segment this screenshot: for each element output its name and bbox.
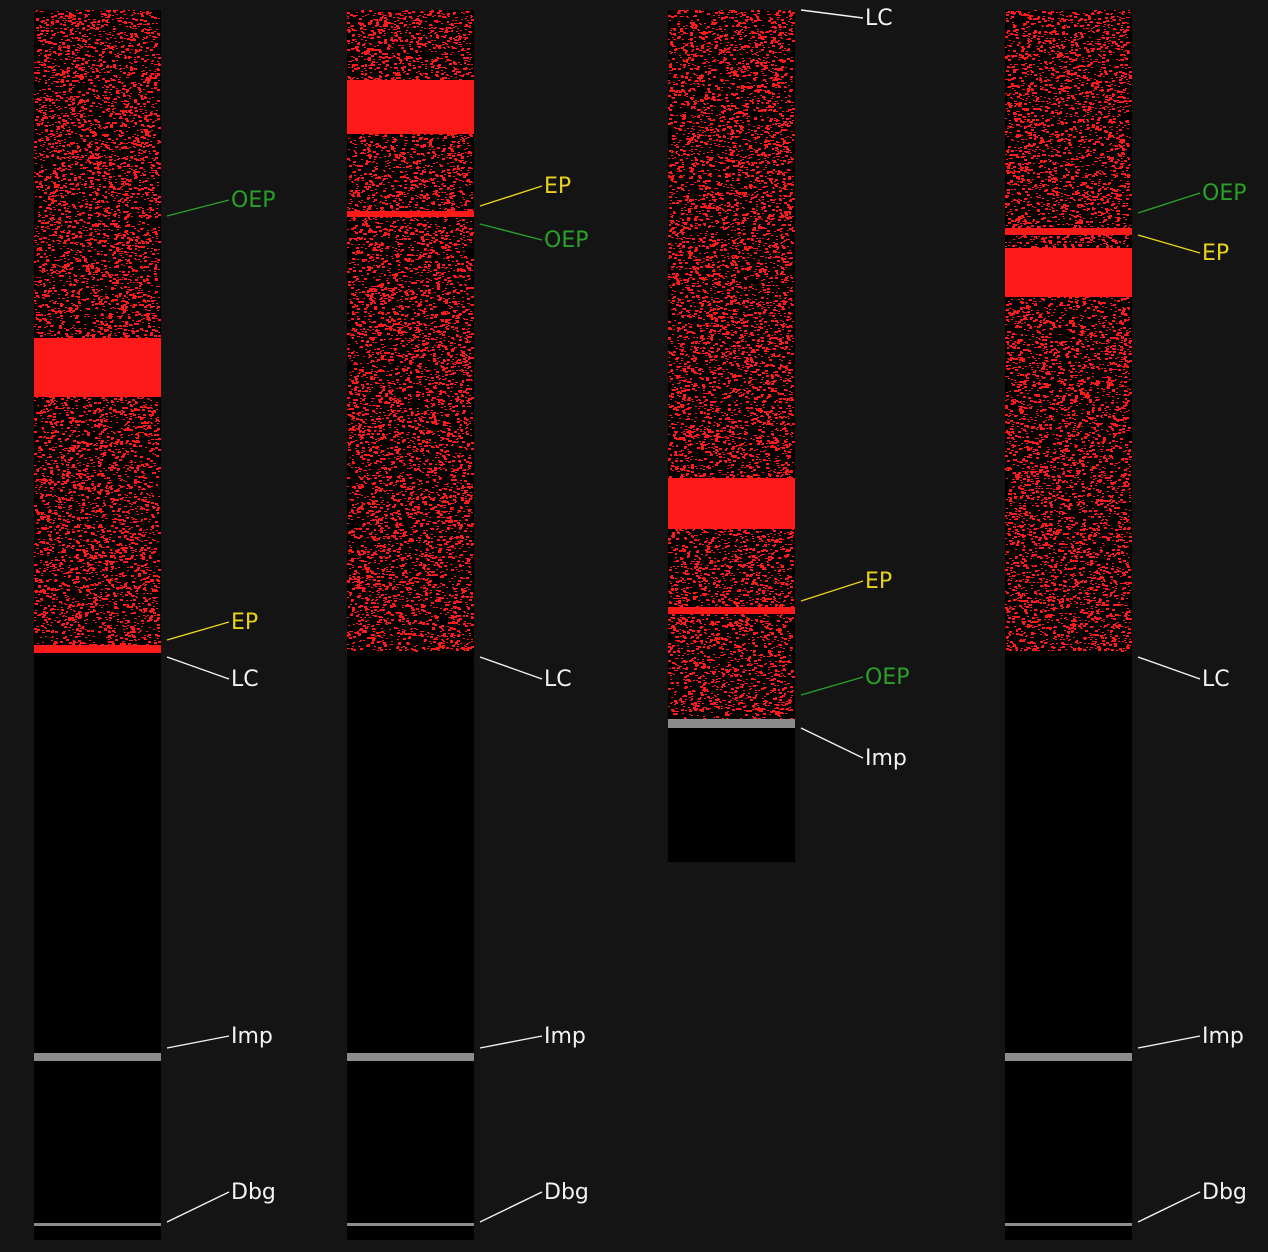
leader-line-lc bbox=[800, 9, 864, 19]
leader-line-oep bbox=[479, 223, 543, 241]
section-column-2 bbox=[347, 10, 474, 1240]
code-noise bbox=[668, 10, 795, 721]
leader-line-imp bbox=[166, 1035, 230, 1049]
labels-layer: OEP EP LC Imp Dbg EP OEP LC Imp Dbg LC EP OEP Imp OEP E… bbox=[166, 6, 1247, 1223]
section-column-1 bbox=[34, 10, 161, 1240]
label-oep: OEP bbox=[231, 188, 275, 213]
leader-line-dbg bbox=[166, 1191, 230, 1223]
section-marker bbox=[668, 719, 795, 728]
label-ep: EP bbox=[1202, 241, 1229, 266]
code-noise bbox=[1005, 10, 1132, 652]
leader-line-imp bbox=[1137, 1035, 1201, 1049]
entry-line bbox=[347, 211, 474, 217]
label-oep: OEP bbox=[865, 665, 909, 690]
code-pixels bbox=[347, 10, 474, 652]
code-noise bbox=[347, 10, 474, 652]
label-imp: Imp bbox=[231, 1024, 273, 1049]
leader-line-imp bbox=[800, 727, 864, 759]
code-pixels bbox=[1005, 10, 1132, 652]
leader-line-oep bbox=[166, 199, 230, 217]
code-pixels bbox=[668, 10, 795, 721]
label-ep: EP bbox=[544, 174, 571, 199]
leader-line-oep bbox=[800, 676, 864, 696]
label-oep: OEP bbox=[544, 228, 588, 253]
leader-line-lc bbox=[479, 656, 543, 680]
entry-line bbox=[668, 607, 795, 614]
leader-line-oep bbox=[1137, 192, 1201, 214]
dense-band bbox=[34, 338, 161, 397]
section-marker bbox=[1005, 1053, 1132, 1061]
leader-line-ep bbox=[1137, 234, 1201, 254]
label-imp: Imp bbox=[865, 746, 907, 771]
dense-band bbox=[347, 80, 474, 134]
label-ep: EP bbox=[865, 569, 892, 594]
section-marker bbox=[347, 1223, 474, 1226]
label-dbg: Dbg bbox=[231, 1180, 276, 1205]
label-imp: Imp bbox=[1202, 1024, 1244, 1049]
code-noise bbox=[34, 10, 161, 652]
section-marker bbox=[34, 1053, 161, 1061]
label-dbg: Dbg bbox=[1202, 1180, 1247, 1205]
section-marker bbox=[347, 1053, 474, 1061]
label-lc: LC bbox=[231, 667, 259, 692]
leader-line-ep bbox=[800, 580, 864, 602]
section-column-4 bbox=[1005, 10, 1132, 1240]
label-oep: OEP bbox=[1202, 181, 1246, 206]
leader-line-ep bbox=[166, 621, 230, 641]
label-dbg: Dbg bbox=[544, 1180, 589, 1205]
label-lc: LC bbox=[865, 6, 893, 31]
label-lc: LC bbox=[544, 667, 572, 692]
label-imp: Imp bbox=[544, 1024, 586, 1049]
entry-line bbox=[1005, 228, 1132, 235]
section-marker bbox=[1005, 1223, 1132, 1226]
leader-line-lc bbox=[166, 656, 230, 680]
leader-line-dbg bbox=[479, 1191, 543, 1223]
leader-line-imp bbox=[479, 1035, 543, 1049]
label-lc: LC bbox=[1202, 667, 1230, 692]
columns-layer bbox=[34, 10, 1132, 1240]
dense-band bbox=[1005, 248, 1132, 297]
code-pixels bbox=[34, 10, 161, 652]
entry-line bbox=[34, 645, 161, 653]
section-column-3 bbox=[668, 10, 795, 862]
leader-line-lc bbox=[1137, 656, 1201, 680]
leader-line-dbg bbox=[1137, 1191, 1201, 1223]
section-marker bbox=[34, 1223, 161, 1226]
dense-band bbox=[668, 478, 795, 529]
leader-line-ep bbox=[479, 185, 543, 207]
label-ep: EP bbox=[231, 610, 258, 635]
